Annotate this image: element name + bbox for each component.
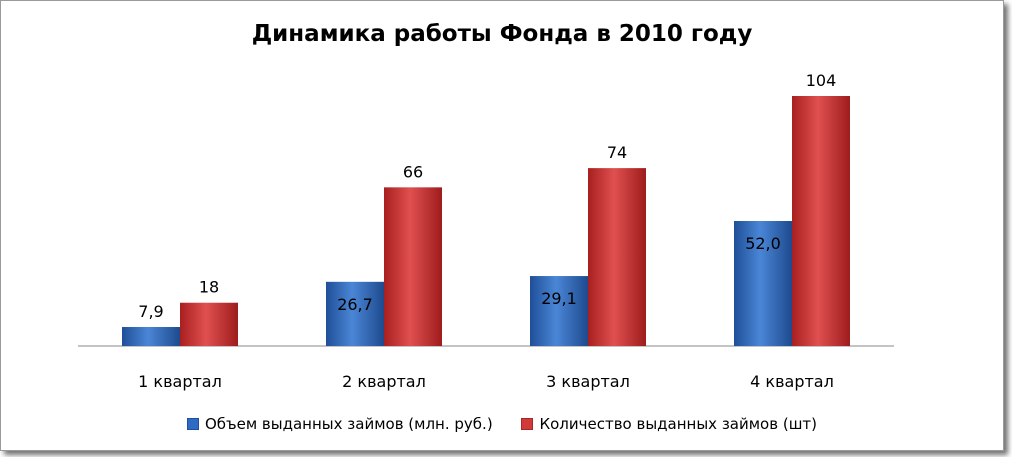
legend-swatch-count [521, 418, 534, 430]
bar-volume-q1 [122, 327, 180, 346]
bar-count-q3 [588, 168, 646, 346]
x-tick-label-q1: 1 квартал [138, 372, 222, 391]
bar-count-q1 [180, 302, 238, 346]
x-tick-label-q4: 4 квартал [750, 372, 834, 391]
data-label-count-q4: 104 [806, 71, 837, 90]
chart-title: Динамика работы Фонда в 2010 году [251, 21, 753, 47]
bar-volume-q3 [530, 276, 588, 346]
x-tick-label-q2: 2 квартал [342, 372, 426, 391]
data-label-count-q1: 18 [199, 278, 219, 297]
legend-label-count: Количество выданных займов (шт) [539, 415, 818, 433]
legend-item-volume: Объем выданных займов (млн. руб.) [186, 415, 493, 433]
data-label-volume-q3: 29,1 [541, 289, 577, 308]
bar-volume-q2 [326, 281, 384, 346]
x-tick-label-q3: 3 квартал [546, 372, 630, 391]
bar-chart: 7,9 18 26,7 66 29,1 74 52,0 104 1 квартал 2 квар… [78, 71, 894, 391]
legend: Объем выданных займов (млн. руб.) Количе… [1, 415, 1003, 434]
legend-item-count: Количество выданных займов (шт) [521, 415, 817, 433]
data-label-volume-q4: 52,0 [745, 234, 781, 253]
legend-swatch-volume [186, 418, 199, 430]
legend-label-volume: Объем выданных займов (млн. руб.) [204, 415, 493, 433]
data-label-volume-q2: 26,7 [337, 295, 373, 314]
bar-volume-q4 [734, 221, 792, 346]
bar-count-q4 [792, 96, 850, 346]
bar-count-q2 [384, 187, 442, 346]
data-label-count-q3: 74 [607, 143, 627, 162]
chart-frame: Динамика работы Фонда в 2010 году 7,9 18 2… [0, 0, 1004, 451]
data-label-volume-q1: 7,9 [138, 302, 163, 321]
data-label-count-q2: 66 [403, 162, 423, 181]
